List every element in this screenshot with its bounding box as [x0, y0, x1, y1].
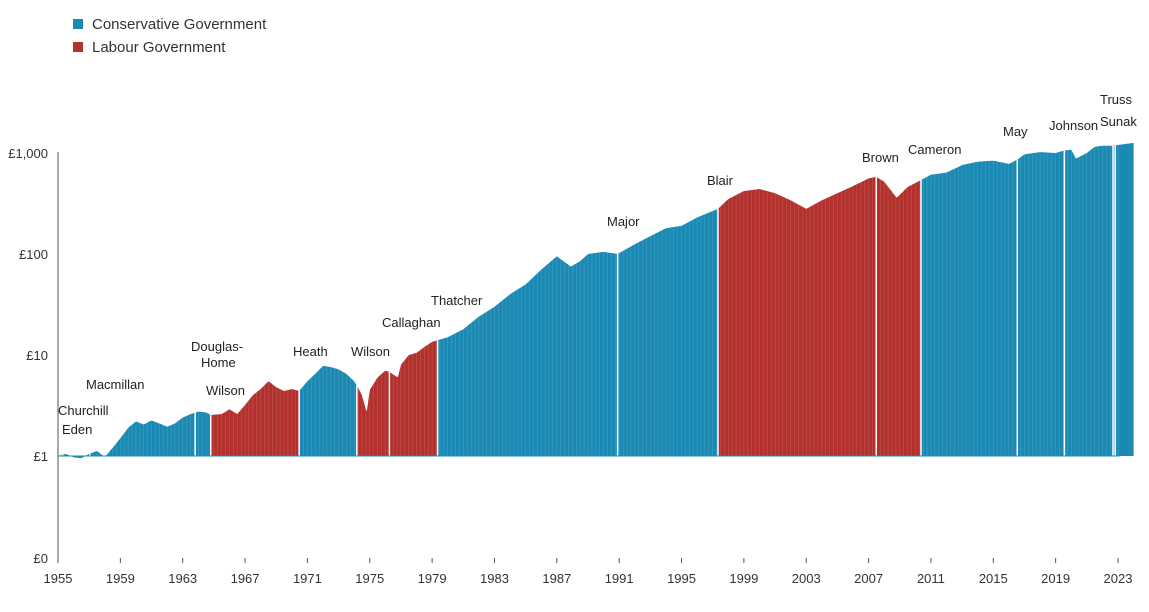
pm-label: Truss	[1100, 92, 1133, 107]
pm-label: Cameron	[908, 142, 961, 157]
x-tick-label: 2003	[792, 571, 821, 586]
x-tick-label: 1999	[729, 571, 758, 586]
x-tick-label: 2015	[979, 571, 1008, 586]
pm-label: Thatcher	[431, 293, 483, 308]
pm-label: Douglas-Home	[191, 339, 243, 370]
government-area-7	[389, 340, 438, 456]
government-areas	[58, 142, 1134, 459]
pm-label: Blair	[707, 173, 734, 188]
x-tick-label: 1987	[542, 571, 571, 586]
government-area-1	[62, 453, 90, 459]
pm-label: May	[1003, 124, 1028, 139]
pm-label: Wilson	[206, 383, 245, 398]
government-area-9	[617, 208, 719, 456]
government-area-2	[89, 412, 196, 457]
bar-stripes	[61, 145, 1119, 459]
legend-label: Conservative Government	[92, 16, 267, 33]
government-area-6	[356, 370, 390, 456]
government-area-13	[1017, 150, 1065, 456]
x-tick-label: 2011	[917, 571, 945, 586]
x-tick-label: 1983	[480, 571, 509, 586]
government-area-5	[299, 365, 357, 456]
x-tick-label: 1959	[106, 571, 135, 586]
pm-label: Wilson	[351, 344, 390, 359]
y-tick-label: £1	[34, 449, 48, 464]
government-area-4	[210, 381, 300, 456]
legend: Conservative Government Labour Government	[73, 16, 267, 56]
government-area-11	[876, 176, 921, 456]
x-tick-label: 1967	[231, 571, 260, 586]
x-axis-ticks: 1955 1959 1963 1967 1971 1975 1979 1983 1987 1991…	[44, 558, 1133, 586]
government-area-3	[195, 411, 211, 456]
x-tick-label: 1995	[667, 571, 696, 586]
x-tick-label: 1991	[605, 571, 634, 586]
pm-label: Macmillan	[86, 377, 145, 392]
legend-swatch	[73, 42, 83, 52]
pm-label: Major	[607, 214, 640, 229]
x-tick-label: 1955	[44, 571, 73, 586]
government-area-16	[1115, 142, 1134, 457]
government-area-12	[920, 159, 1018, 456]
y-tick-label: £100	[19, 247, 48, 262]
government-area-10	[718, 176, 877, 456]
pm-label: Churchill	[58, 403, 109, 418]
x-tick-label: 2007	[854, 571, 883, 586]
y-tick-label: £10	[26, 348, 48, 363]
legend-swatch	[73, 19, 83, 29]
x-tick-label: 2023	[1104, 571, 1133, 586]
pm-label: Heath	[293, 344, 328, 359]
pm-label: Callaghan	[382, 315, 441, 330]
government-area-8	[437, 251, 618, 456]
pm-label: Eden	[62, 422, 92, 437]
x-tick-label: 1963	[168, 571, 197, 586]
x-tick-label: 1971	[293, 571, 322, 586]
y-axis-ticks: £0 £1 £10 £100 £1,000	[8, 146, 48, 566]
pm-label: Johnson	[1049, 118, 1098, 133]
pm-label: Sunak	[1100, 114, 1137, 129]
legend-label: Labour Government	[92, 39, 226, 56]
y-tick-label: £1,000	[8, 146, 48, 161]
y-tick-label: £0	[34, 551, 48, 566]
pm-labels: Churchill Eden Macmillan Douglas-Home Wilson…	[58, 92, 1137, 437]
government-area-14	[1064, 145, 1114, 457]
pm-label: Brown	[862, 150, 899, 165]
x-tick-label: 1975	[355, 571, 384, 586]
x-tick-label: 2019	[1041, 571, 1070, 586]
x-tick-label: 1979	[418, 571, 447, 586]
